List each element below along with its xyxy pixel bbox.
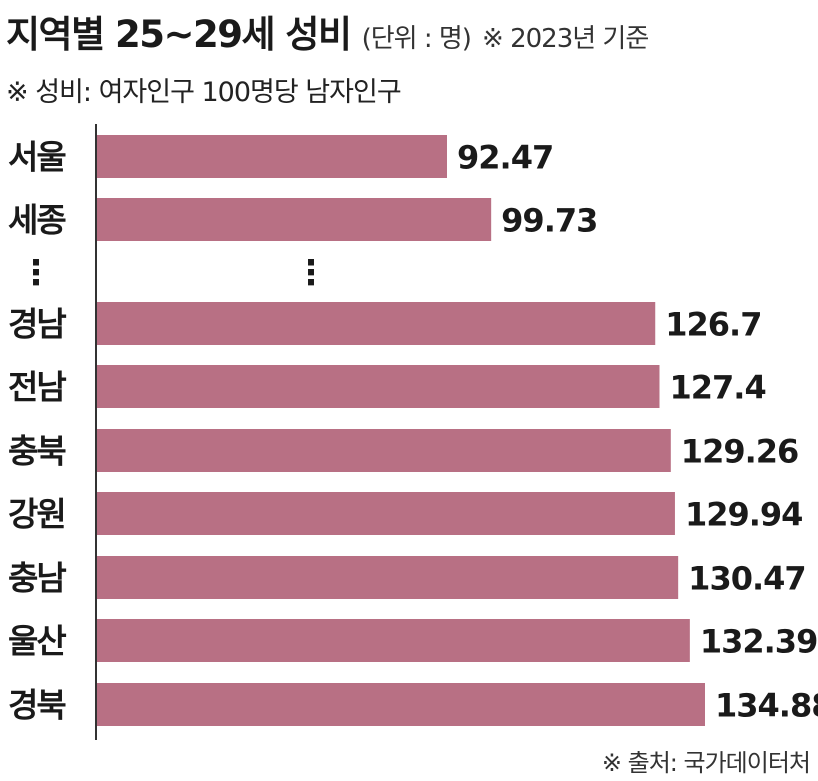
bar-8	[97, 619, 690, 662]
chart-header: 지역별 25~29세 성비 (단위 : 명) ※ 2023년 기준	[6, 4, 649, 58]
data-label: 129.26	[681, 433, 798, 471]
bar-1	[97, 135, 447, 178]
category-label: 충남	[8, 559, 66, 598]
category-label: 서울	[8, 138, 66, 177]
data-label: 132.39	[700, 623, 817, 661]
category-label: 경북	[8, 686, 66, 725]
unit-note: (단위 : 명)	[361, 24, 472, 54]
category-label: 세종	[8, 201, 66, 240]
bar-4	[97, 365, 660, 408]
data-label: 134.88	[715, 687, 818, 725]
year-note: ※ 2023년 기준	[482, 24, 649, 54]
category-label: 경남	[8, 305, 66, 344]
data-label: 126.7	[665, 306, 761, 344]
bar-7	[97, 556, 679, 599]
category-label: 전남	[8, 368, 66, 407]
bar-2	[97, 198, 492, 241]
data-label: 127.4	[669, 369, 765, 407]
chart-title: 지역별 25~29세 성비	[6, 13, 352, 56]
omitted-marker: ⋮	[19, 253, 53, 293]
category-label: 울산	[8, 622, 66, 661]
chart-subtitle: ※ 성비: 여자인구 100명당 남자인구	[6, 77, 402, 108]
data-label: 129.94	[685, 496, 802, 534]
bar-5	[97, 429, 671, 472]
bar-6	[97, 492, 675, 535]
omitted-marker: ⋮	[294, 253, 328, 293]
category-label: 강원	[8, 495, 65, 534]
data-label: 99.73	[501, 202, 597, 240]
data-label: 130.47	[688, 560, 805, 598]
bar-9	[97, 683, 705, 726]
category-label: 충북	[8, 432, 66, 471]
bar-3	[97, 302, 656, 345]
source-note: ※ 출처: 국가데이터처	[601, 749, 811, 777]
data-label: 92.47	[457, 139, 553, 177]
